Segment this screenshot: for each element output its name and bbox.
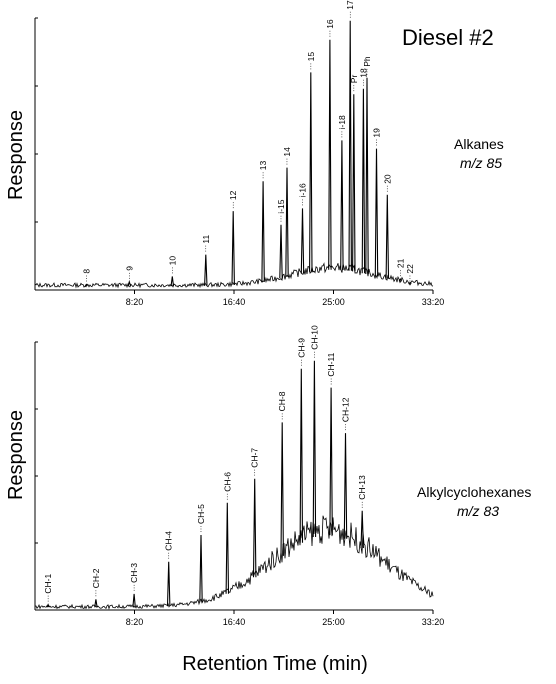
top-peak-label: i-16: [298, 183, 308, 197]
top-peak: [408, 282, 412, 286]
top-peak: [352, 94, 356, 272]
top-peak-label: 16: [325, 19, 335, 29]
bot-peak: [312, 360, 317, 538]
top-peak: [261, 181, 265, 282]
bot-x-tick-label: 33:20: [422, 617, 445, 627]
bottom-annotation-mz: m/z 83: [457, 503, 499, 519]
bot-peak: [225, 502, 230, 594]
top-peak: [374, 148, 379, 277]
top-y-axis-label: Response: [5, 110, 27, 200]
top-peak-label: 14: [282, 147, 292, 157]
bot-peak-label: CH-4: [164, 531, 174, 551]
bot-peak: [166, 561, 171, 607]
top-x-tick-label: 8:20: [126, 297, 144, 307]
top-peak-label: 9: [124, 266, 134, 271]
top-x-tick-label: 25:00: [322, 297, 345, 307]
top-peak: [170, 276, 175, 286]
top-peak-label: Pr: [349, 75, 359, 84]
bot-x-tick-label: 16:40: [223, 617, 246, 627]
bot-peak: [199, 534, 203, 603]
top-peak-label: 22: [405, 264, 415, 274]
top-x-ticks: 8:20 16:40 25:00 33:20: [126, 290, 445, 307]
top-peak-label: 12: [228, 190, 238, 200]
top-peak: [285, 167, 289, 278]
x-axis-label: Retention Time (min): [182, 653, 368, 675]
top-peak-label: 15: [306, 52, 316, 62]
top-peak-label: 18: [358, 68, 368, 78]
top-annotation-mz: m/z 85: [460, 155, 502, 171]
bot-peak: [360, 510, 364, 549]
bottom-y-axis-label: Response: [5, 410, 27, 500]
top-peak-label: i-15: [276, 199, 286, 213]
bottom-annotation-name: Alkylcyclohexanes: [417, 484, 531, 500]
top-peak: [231, 211, 235, 285]
top-peak: [204, 254, 208, 286]
bot-peak: [343, 433, 348, 539]
top-peak-label: 8: [81, 269, 91, 274]
bot-peak-label: CH-5: [196, 504, 206, 524]
top-x-tick-label: 33:20: [422, 297, 445, 307]
top-annotation-name: Alkanes: [454, 136, 504, 152]
panel-alkylcyclohexanes: 8:20 16:40 25:00 33:20 CH-1 CH-2 CH-3 CH-4 CH-5…: [5, 325, 531, 627]
bot-peak-label: CH-3: [129, 563, 139, 583]
bot-peak-label: CH-11: [326, 352, 336, 376]
bot-peak-label: CH-10: [309, 325, 319, 350]
top-peak-label: 19: [372, 128, 382, 138]
bot-peak: [132, 593, 136, 608]
bot-peak: [329, 387, 333, 536]
bot-peak-label: CH-9: [296, 338, 306, 358]
top-peak: [348, 20, 352, 271]
top-peak: [328, 39, 332, 270]
bot-peak-label: CH-6: [222, 472, 232, 492]
top-peak-label: 17: [345, 0, 355, 10]
top-peak: [361, 88, 366, 274]
bot-x-tick-label: 25:00: [322, 617, 345, 627]
alkylcyclohexanes-peaks: [46, 351, 364, 608]
top-x-tick-label: 16:40: [223, 297, 246, 307]
bot-peak-label: CH-7: [250, 448, 260, 468]
top-peak-label: 21: [395, 258, 405, 268]
bot-peak: [46, 603, 50, 608]
alkylcyclohexanes-peak-labels: CH-1 CH-2 CH-3CH-4CH-5CH-6CH-7CH-8CH-9 CH-1…: [43, 325, 367, 594]
top-peak: [279, 224, 283, 279]
figure-title: Diesel #2: [402, 25, 494, 50]
bottom-y-ticks: [35, 341, 38, 611]
top-peak-label: Ph: [362, 56, 372, 67]
bot-peak-label: CH-13: [357, 475, 367, 500]
bot-peak: [94, 599, 98, 608]
top-peak: [309, 72, 313, 272]
alkanes-peaks: [84, 11, 412, 287]
alkylcyclohexanes-trace: [34, 515, 434, 610]
top-peak-label: 11: [201, 235, 211, 244]
panel-alkanes: 8:20 16:40 25:00 33:20 8 9 10 11 12 13 i-15 14 i-16…: [5, 0, 504, 307]
top-peak: [84, 283, 88, 287]
bot-peak-label: CH-8: [277, 391, 287, 411]
bot-peak-label: CH-12: [341, 397, 351, 422]
bottom-x-ticks: 8:20 16:40 25:00 33:20: [126, 610, 445, 627]
bot-x-tick-label: 8:20: [126, 617, 144, 627]
bot-peak-label: CH-1: [43, 573, 53, 593]
top-peak-label: 20: [382, 174, 392, 184]
top-peak-label: 13: [258, 160, 268, 170]
top-peak-label: i-18: [337, 115, 347, 129]
top-y-ticks: [35, 17, 38, 291]
top-peak: [340, 140, 344, 270]
top-peak: [385, 194, 390, 279]
top-peak: [365, 77, 369, 275]
top-peak-label: 10: [167, 256, 177, 266]
bot-peak: [252, 478, 257, 578]
top-peak: [300, 208, 305, 274]
top-peak: [127, 279, 132, 287]
bot-peak-label: CH-2: [91, 568, 101, 588]
bot-peak: [299, 368, 304, 543]
bot-peak: [280, 422, 284, 556]
top-peak: [398, 277, 403, 282]
